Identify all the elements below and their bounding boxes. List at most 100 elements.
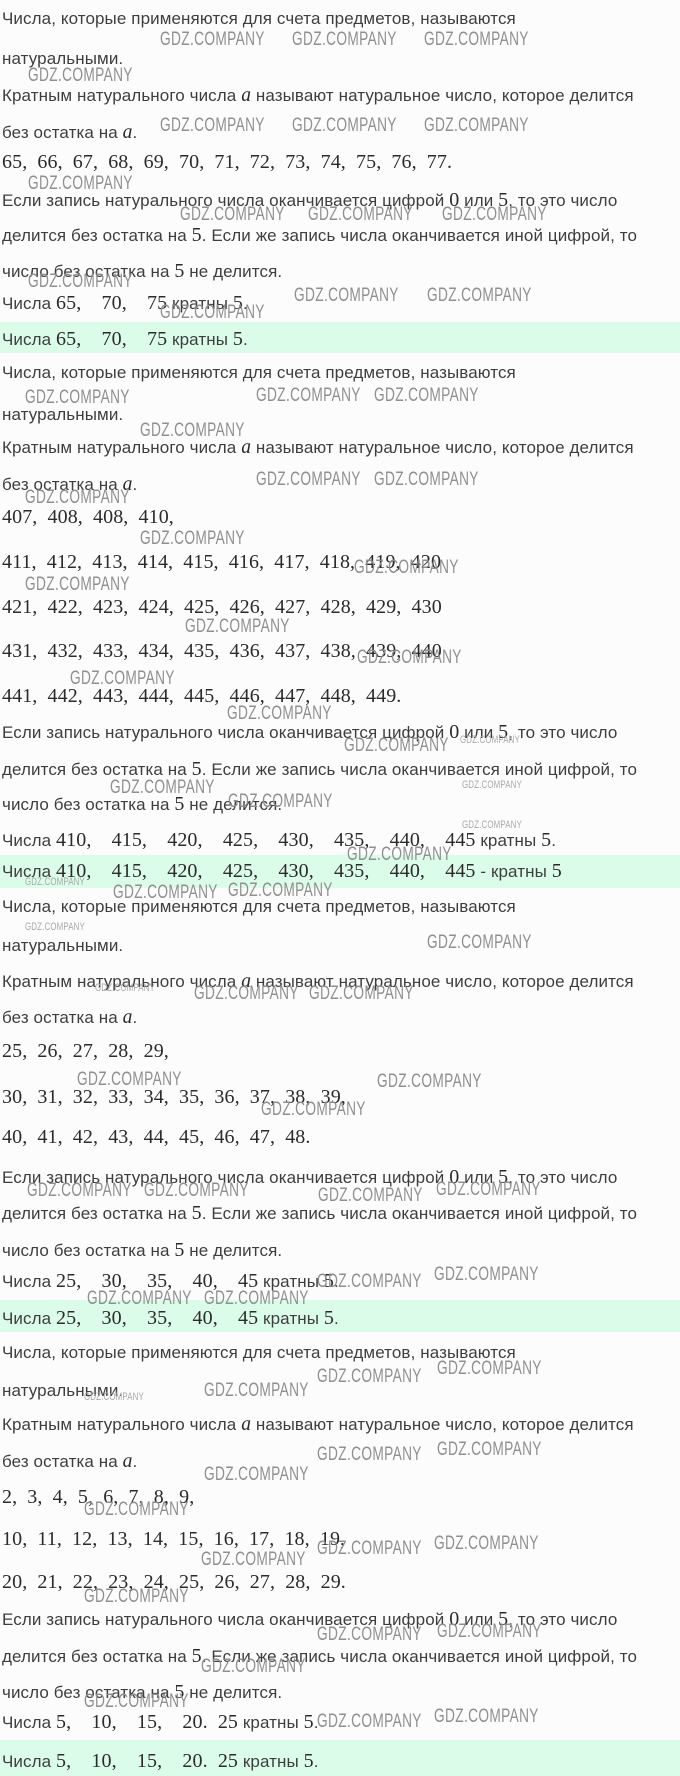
- text-run: Числа: [2, 862, 57, 881]
- text-run: Числа: [2, 1713, 57, 1732]
- gdz-watermark: GDZ.COMPANY: [357, 647, 462, 668]
- text-line: делится без остатка на 5. Если же запись…: [2, 757, 637, 782]
- text-run: Если запись натурального числа оканчивае…: [2, 1168, 450, 1187]
- math-run: a: [122, 1007, 133, 1028]
- text-line: Числа 65, 70, 75 кратны 5.: [2, 291, 248, 316]
- text-run: число без остатка на: [2, 262, 175, 281]
- gdz-watermark: GDZ.COMPANY: [437, 1358, 542, 1379]
- gdz-watermark: GDZ.COMPANY: [25, 921, 85, 933]
- text-run: .: [132, 475, 138, 494]
- gdz-watermark: GDZ.COMPANY: [204, 1464, 309, 1485]
- gdz-watermark: GDZ.COMPANY: [228, 791, 333, 812]
- gdz-watermark: GDZ.COMPANY: [140, 420, 245, 441]
- number-list-line: 431, 432, 433, 434, 435, 436, 437, 438, …: [2, 639, 442, 664]
- gdz-watermark: GDZ.COMPANY: [377, 1071, 482, 1092]
- text-line: число без остатка на 5 не делится.: [2, 1238, 282, 1263]
- number-list-line: 65, 66, 67, 68, 69, 70, 71, 72, 73, 74, …: [2, 150, 452, 175]
- gdz-watermark: GDZ.COMPANY: [347, 844, 452, 865]
- text-run: кратны: [167, 294, 233, 313]
- text-run: Если запись натурального числа оканчивае…: [2, 723, 450, 742]
- highlighted-answer: Числа 5, 10, 15, 20. 25 кратны 5.: [0, 1740, 680, 1776]
- text-run: Числа: [2, 831, 57, 850]
- text-run: Если запись натурального числа оканчивае…: [2, 1610, 450, 1629]
- text-run: натуральными.: [2, 49, 124, 68]
- text-line: Если запись натурального числа оканчивае…: [2, 1165, 617, 1190]
- gdz-watermark: GDZ.COMPANY: [204, 1380, 309, 1401]
- gdz-watermark: GDZ.COMPANY: [318, 1185, 423, 1206]
- highlighted-answer-text: Числа 5, 10, 15, 20. 25 кратны 5.: [0, 1740, 680, 1774]
- text-line: Кратным натурального числа a называют на…: [2, 84, 634, 108]
- math-run: 5: [174, 1239, 185, 1261]
- math-run: 5: [191, 224, 202, 246]
- text-run: Числа: [2, 1272, 57, 1291]
- text-run: .: [333, 1309, 339, 1328]
- text-run: .: [242, 294, 248, 313]
- highlighted-answer: Числа 410, 415, 420, 425, 430, 435, 440,…: [0, 855, 680, 888]
- text-run: .: [132, 1452, 138, 1471]
- gdz-watermark: GDZ.COMPANY: [442, 204, 547, 225]
- text-line: Числа 25, 30, 35, 40, 45 кратны 5.: [2, 1269, 339, 1294]
- math-run: 410, 415, 420, 425, 430, 435, 440, 445: [56, 860, 476, 882]
- gdz-watermark: GDZ.COMPANY: [194, 983, 299, 1004]
- text-run: без остатка на: [2, 123, 123, 142]
- text-line: без остатка на a.: [2, 1006, 137, 1030]
- highlighted-answer-text: Числа 410, 415, 420, 425, 430, 435, 440,…: [0, 855, 680, 884]
- text-run: . Если же запись числа оканчивается иной…: [201, 760, 637, 779]
- gdz-watermark: GDZ.COMPANY: [317, 1444, 422, 1465]
- gdz-watermark: GDZ.COMPANY: [317, 1366, 422, 1387]
- text-line: Числа, которые применяются для счета пре…: [2, 362, 516, 383]
- text-run: называют натуральное число, которое дели…: [251, 972, 634, 991]
- text-run: . Если же запись числа оканчивается иной…: [201, 226, 637, 245]
- text-line: делится без остатка на 5. Если же запись…: [2, 1644, 637, 1669]
- text-line: натуральными.: [2, 48, 123, 69]
- math-run: 5: [174, 1681, 185, 1703]
- text-run: кратны: [258, 1272, 324, 1291]
- gdz-watermark: GDZ.COMPANY: [437, 1439, 542, 1460]
- gdz-watermark: GDZ.COMPANY: [354, 557, 459, 578]
- gdz-watermark: GDZ.COMPANY: [256, 385, 361, 406]
- gdz-watermark: GDZ.COMPANY: [84, 1691, 189, 1712]
- math-run: a: [122, 1451, 133, 1472]
- text-run: число без остатка на: [2, 795, 175, 814]
- text-run: делится без остатка на: [2, 1204, 192, 1223]
- text-run: .: [333, 1272, 339, 1291]
- highlighted-answer-text: Числа 65, 70, 75 кратны 5.: [0, 322, 680, 352]
- gdz-watermark: GDZ.COMPANY: [292, 115, 397, 136]
- gdz-watermark: GDZ.COMPANY: [160, 115, 265, 136]
- math-run: 2, 3, 4, 5, 6, 7, 8, 9,: [2, 1486, 195, 1508]
- gdz-watermark: GDZ.COMPANY: [28, 65, 133, 86]
- gdz-watermark: GDZ.COMPANY: [434, 1533, 539, 1554]
- gdz-watermark: GDZ.COMPANY: [309, 983, 414, 1004]
- gdz-watermark: GDZ.COMPANY: [144, 1180, 249, 1201]
- math-run: 5: [498, 1608, 509, 1630]
- math-run: 65, 70, 75: [56, 328, 168, 350]
- gdz-watermark: GDZ.COMPANY: [204, 1288, 309, 1309]
- text-run: . Если же запись числа оканчивается иной…: [201, 1647, 637, 1666]
- text-run: не делится.: [184, 1241, 283, 1260]
- number-list-line: 40, 41, 42, 43, 44, 45, 46, 47, 48.: [2, 1125, 311, 1150]
- math-run: 5: [498, 1166, 509, 1188]
- gdz-watermark: GDZ.COMPANY: [70, 668, 175, 689]
- text-run: Числа: [2, 1309, 57, 1328]
- gdz-watermark: GDZ.COMPANY: [27, 1180, 132, 1201]
- highlighted-answer: Числа 65, 70, 75 кратны 5.: [0, 322, 680, 353]
- math-run: a: [241, 85, 252, 106]
- gdz-watermark: GDZ.COMPANY: [160, 29, 265, 50]
- text-run: называют натуральное число, которое дели…: [251, 1415, 634, 1434]
- text-run: . Если же запись числа оканчивается иной…: [201, 1204, 637, 1223]
- math-run: 407, 408, 408, 410,: [2, 506, 174, 528]
- gdz-watermark: GDZ.COMPANY: [84, 1499, 189, 1520]
- math-run: 0: [449, 721, 460, 743]
- gdz-watermark: GDZ.COMPANY: [424, 29, 529, 50]
- math-run: 5: [323, 1307, 334, 1329]
- text-run: делится без остатка на: [2, 226, 192, 245]
- math-run: 10, 11, 12, 13, 14, 15, 16, 17, 18, 19,: [2, 1528, 346, 1550]
- math-run: 0: [449, 1608, 460, 1630]
- text-run: натуральными.: [2, 1381, 124, 1400]
- gdz-watermark: GDZ.COMPANY: [292, 29, 397, 50]
- text-line: Если запись натурального числа оканчивае…: [2, 188, 617, 213]
- math-run: a: [241, 1414, 252, 1435]
- gdz-watermark: GDZ.COMPANY: [201, 1549, 306, 1570]
- text-line: без остатка на a.: [2, 1450, 137, 1474]
- gdz-watermark: GDZ.COMPANY: [317, 1271, 422, 1292]
